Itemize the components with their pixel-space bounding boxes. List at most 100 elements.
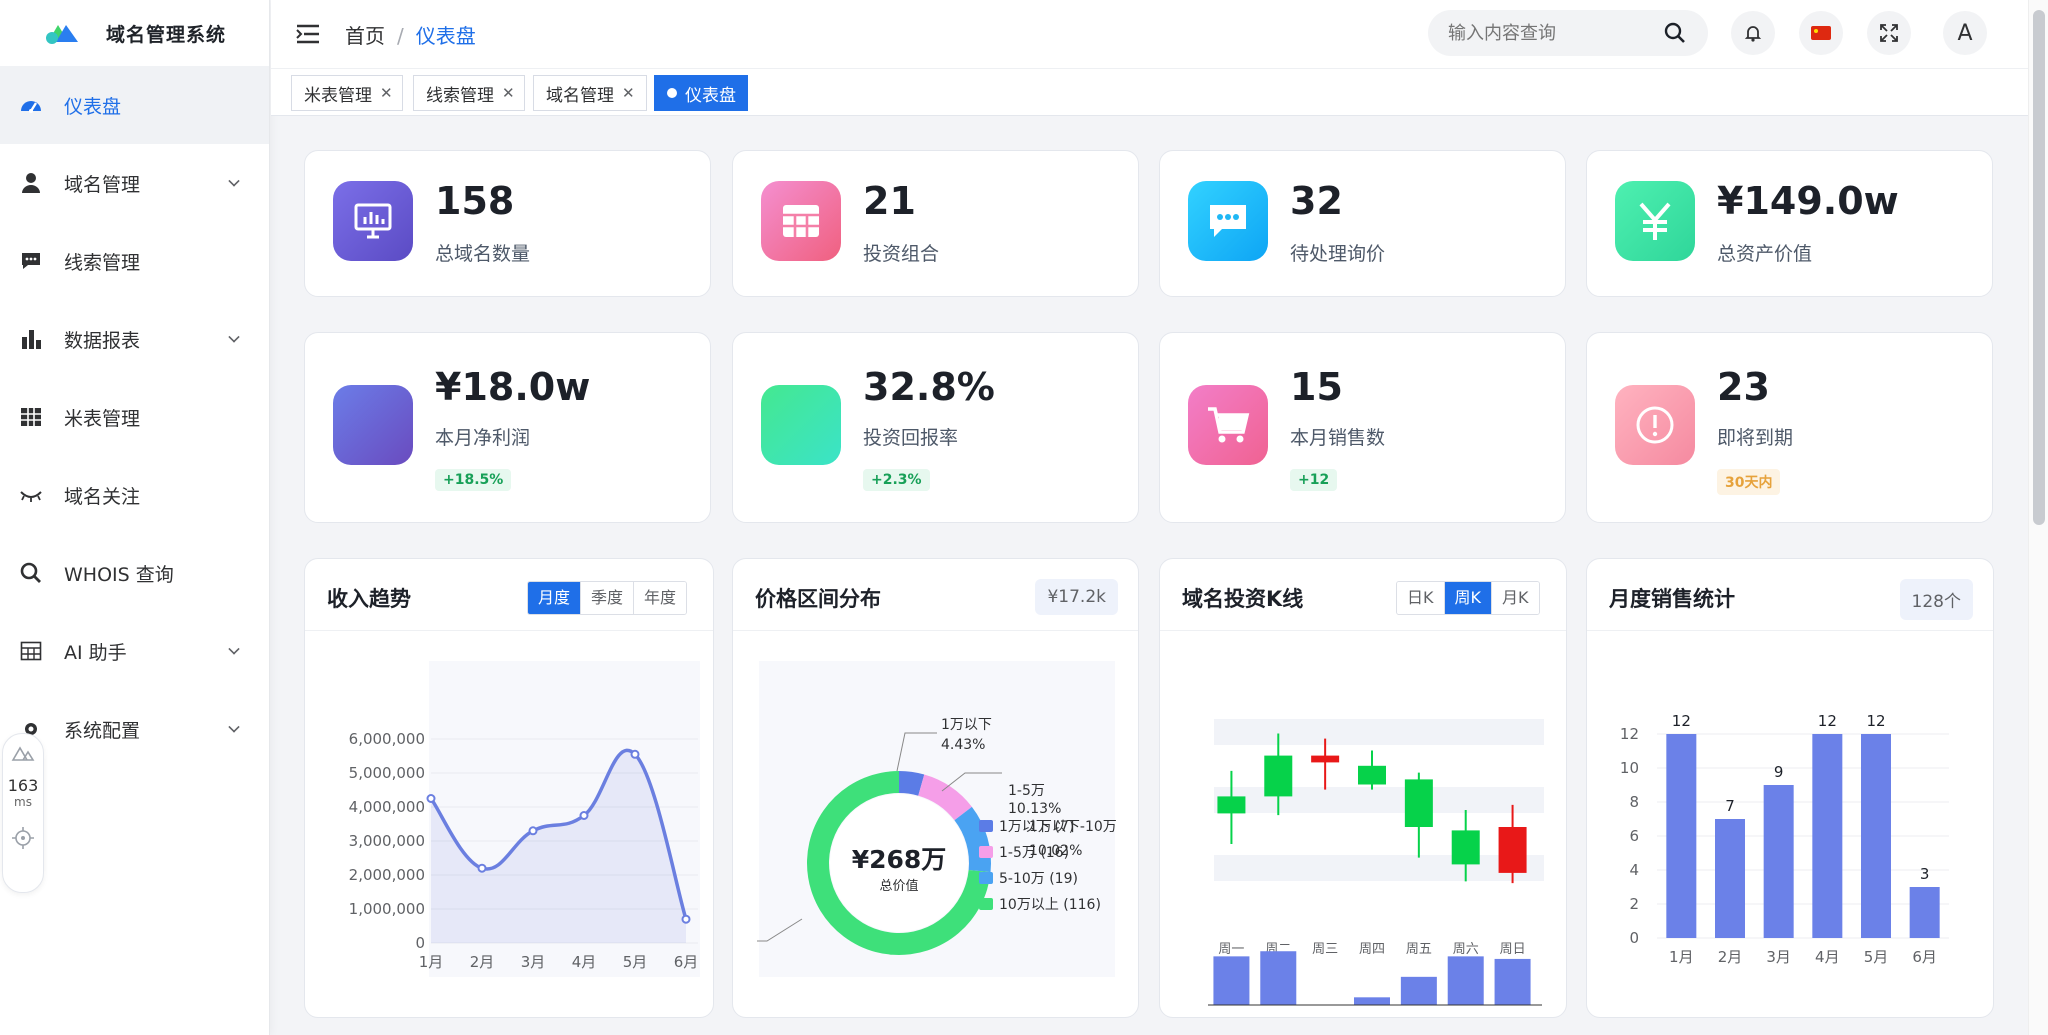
plot-background: [429, 661, 700, 977]
callout-line: [757, 918, 803, 942]
stat-card[interactable]: ¥18.0w 本月净利润 +18.5%: [304, 332, 711, 523]
search-icon[interactable]: [1664, 22, 1686, 49]
table-grid-icon: [761, 181, 841, 261]
tab-label: 线索管理: [426, 85, 494, 106]
sidebar-item-0[interactable]: 仪表盘: [0, 66, 269, 144]
settings-icon: [16, 714, 46, 744]
stat-card[interactable]: 23 即将到期 30天内: [1586, 332, 1993, 523]
avatar[interactable]: A: [1943, 11, 1987, 55]
stat-label: 即将到期: [1717, 427, 1794, 449]
message-icon: [1188, 181, 1268, 261]
x-tick-label: 2月: [1718, 948, 1743, 966]
stat-card[interactable]: 32 待处理询价: [1159, 150, 1566, 297]
stat-value: 158: [435, 179, 515, 223]
sidebar-item-7[interactable]: AI 助手: [0, 612, 269, 690]
sidebar-item-1[interactable]: 域名管理: [0, 144, 269, 222]
x-tick-label: 4月: [572, 953, 597, 971]
tab-domain-table[interactable]: 米表管理 ✕: [291, 75, 403, 111]
stat-card[interactable]: 158 总域名数量: [304, 150, 711, 297]
sidebar-item-4[interactable]: 米表管理: [0, 378, 269, 456]
kline-chart: 周一 周二 周三 周四 周五 周六 周日: [1208, 719, 1544, 1006]
segment-year[interactable]: 年度: [633, 582, 687, 614]
x-tick-label: 6月: [1912, 948, 1937, 966]
panel-title: 价格区间分布: [755, 587, 881, 611]
overlap-percent: 10.02%: [1029, 843, 1082, 859]
perf-widget[interactable]: 163 ms: [2, 733, 44, 893]
tab-leads[interactable]: 线索管理 ✕: [413, 75, 525, 111]
segment-month[interactable]: 月度: [528, 582, 581, 614]
y-tick-label: 4,000,000: [349, 798, 425, 816]
bell-icon[interactable]: [1731, 11, 1775, 55]
volume-bar: [1213, 956, 1250, 1005]
stat-card[interactable]: 15 本月销售数 +12: [1159, 332, 1566, 523]
volume-bar: [1260, 951, 1297, 1005]
sidebar-item-8[interactable]: 系统配置: [0, 690, 269, 768]
grid-band: [1214, 719, 1544, 745]
data-label: 3: [1920, 865, 1930, 883]
x-tick-label: 周六: [1453, 942, 1479, 957]
breadcrumb-home[interactable]: 首页: [345, 23, 385, 48]
close-icon[interactable]: ✕: [502, 84, 515, 102]
callout-percent: 4.43%: [941, 737, 985, 753]
segment-quarter[interactable]: 季度: [580, 582, 634, 614]
active-dot: [667, 88, 677, 98]
sidebar-item-6[interactable]: WHOIS 查询: [0, 534, 269, 612]
target-icon[interactable]: [3, 827, 43, 853]
income-area-chart: 0 1,000,000 2,000,000 3,000,000 4,000,000 5,0…: [349, 661, 700, 977]
scrollbar-thumb[interactable]: [2033, 10, 2045, 525]
price-badge: ¥17.2k: [1035, 579, 1118, 615]
language-flag-icon[interactable]: [1799, 11, 1843, 55]
tab-dashboard[interactable]: 仪表盘: [654, 75, 748, 111]
segment-week[interactable]: 周K: [1443, 582, 1491, 614]
sidebar-item-2[interactable]: 线索管理: [0, 222, 269, 300]
app-logo[interactable]: 域名管理系统: [0, 0, 269, 66]
stat-card[interactable]: ¥149.0w 总资产价值: [1586, 150, 1993, 297]
close-icon[interactable]: ✕: [622, 84, 635, 102]
panel-header: [1160, 559, 1566, 631]
callout-line: [896, 732, 937, 772]
legend-label: 1-5万 (16): [999, 845, 1069, 861]
y-tick-label: 6: [1629, 827, 1639, 845]
callout-line: [941, 772, 1002, 792]
stat-card[interactable]: 21 投资组合: [732, 150, 1139, 297]
y-tick-label: 8: [1629, 793, 1639, 811]
fullscreen-icon[interactable]: [1867, 11, 1911, 55]
data-point: [630, 749, 640, 759]
search-input[interactable]: [1448, 22, 1648, 44]
user-icon: [16, 168, 46, 198]
sidebar-item-5[interactable]: 域名关注: [0, 456, 269, 534]
y-tick-label: 0: [1629, 929, 1639, 947]
triangle-logo-icon: [3, 744, 43, 766]
data-label: 12: [1866, 712, 1885, 730]
data-point: [477, 863, 487, 873]
panel-header: [733, 559, 1138, 631]
sidebar-item-label: 仪表盘: [64, 95, 122, 118]
stat-value: 21: [863, 179, 916, 223]
close-icon[interactable]: ✕: [380, 84, 393, 102]
sales-count-badge: 128个: [1899, 579, 1973, 620]
panel-header: [305, 559, 713, 631]
x-tick-label: 5月: [623, 953, 648, 971]
data-label: 12: [1672, 712, 1691, 730]
stat-label: 投资回报率: [863, 427, 959, 449]
candle-body: [1451, 830, 1480, 865]
tab-domain-management[interactable]: 域名管理 ✕: [533, 75, 647, 111]
menu-fold-icon[interactable]: [295, 23, 321, 45]
area-fill: [431, 750, 686, 943]
segment-month[interactable]: 月K: [1491, 582, 1539, 614]
x-tick-label: 周一: [1218, 942, 1244, 957]
data-label: 9: [1774, 763, 1784, 781]
price-distribution-panel: 价格区间分布 ¥17.2k ¥268万 总价值 1万以下 4.43% 1-5万 10.13…: [732, 558, 1139, 1018]
x-tick-label: 2月: [470, 953, 495, 971]
sidebar-item-3[interactable]: 数据报表: [0, 300, 269, 378]
stat-card[interactable]: 32.8% 投资回报率 +2.3%: [732, 332, 1139, 523]
candle-body: [1498, 827, 1527, 873]
callout-label: 1-5万: [1008, 783, 1045, 799]
sidebar-item-label: 系统配置: [64, 719, 141, 742]
segment-day[interactable]: 日K: [1397, 582, 1444, 614]
sidebar-item-label: 数据报表: [64, 329, 141, 352]
bar: [1715, 819, 1745, 938]
page-scrollbar[interactable]: [2028, 0, 2048, 1035]
y-tick-label: 3,000,000: [349, 832, 425, 850]
cart-icon: [1188, 385, 1268, 465]
